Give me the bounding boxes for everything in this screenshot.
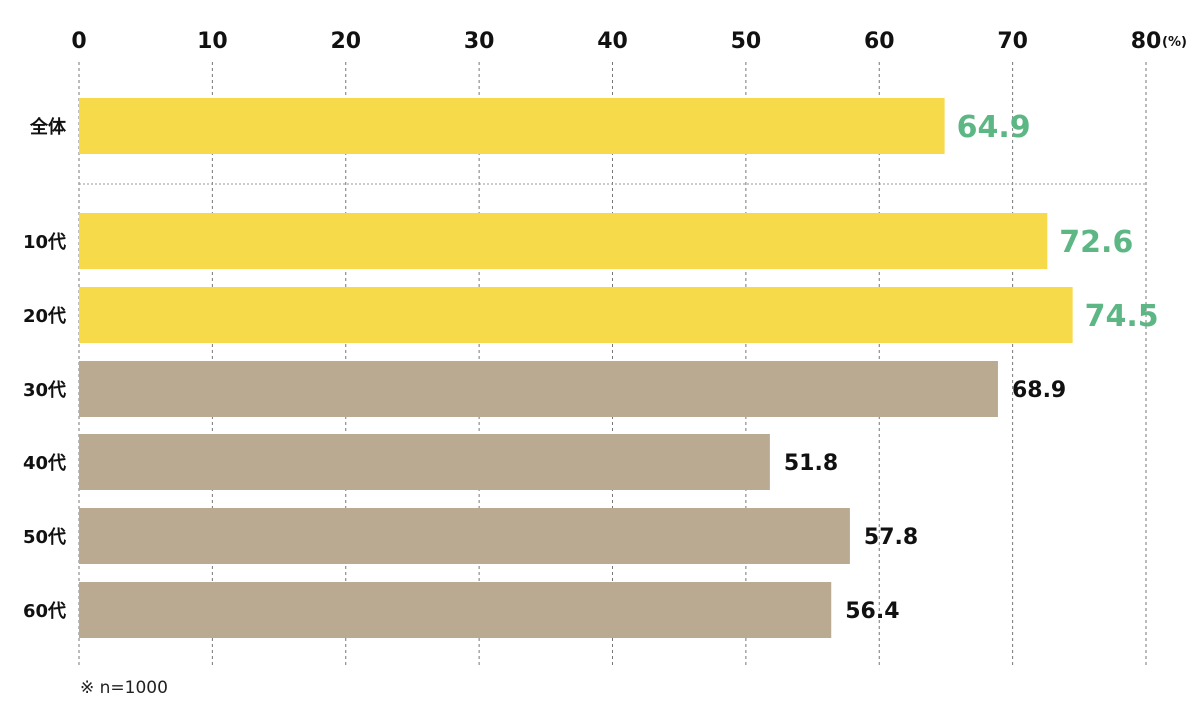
x-tick-label: 60	[864, 29, 895, 54]
category-label: 10代	[23, 232, 66, 253]
x-tick-label: 0	[71, 29, 86, 54]
bar	[79, 434, 770, 490]
x-axis-ticks: 0 10 20 30 40 50 60 70 80	[71, 29, 1161, 54]
category-label: 全体	[29, 116, 67, 138]
category-label: 50代	[23, 527, 66, 548]
value-label: 74.5	[1085, 299, 1159, 334]
value-label: 68.9	[1012, 378, 1066, 403]
bar	[79, 361, 998, 417]
x-axis-unit: (%)	[1162, 35, 1187, 50]
x-tick-label: 50	[731, 29, 762, 54]
category-label: 60代	[23, 601, 66, 622]
bar	[79, 287, 1073, 343]
x-tick-label: 40	[597, 29, 628, 54]
category-label: 40代	[23, 453, 66, 474]
x-tick-label: 30	[464, 29, 495, 54]
x-tick-label: 10	[197, 29, 228, 54]
bar	[79, 582, 832, 638]
value-label: 56.4	[845, 599, 899, 624]
category-label: 30代	[23, 380, 66, 401]
value-label: 64.9	[957, 110, 1031, 145]
value-label: 57.8	[864, 525, 918, 550]
x-tick-label: 70	[997, 29, 1028, 54]
bar	[79, 508, 850, 564]
value-label: 51.8	[784, 451, 838, 476]
bar	[79, 98, 945, 154]
bars	[79, 98, 1073, 638]
sample-size-note: ※ n=1000	[80, 678, 168, 698]
value-labels: 64.9 72.6 74.5 68.9 51.8 57.8 56.4	[784, 110, 1159, 624]
x-tick-label: 80	[1131, 29, 1162, 54]
x-tick-label: 20	[330, 29, 361, 54]
value-label: 72.6	[1059, 225, 1133, 260]
bar	[79, 213, 1048, 269]
category-labels: 全体 10代 20代 30代 40代 50代 60代	[23, 116, 67, 622]
category-label: 20代	[23, 306, 66, 327]
